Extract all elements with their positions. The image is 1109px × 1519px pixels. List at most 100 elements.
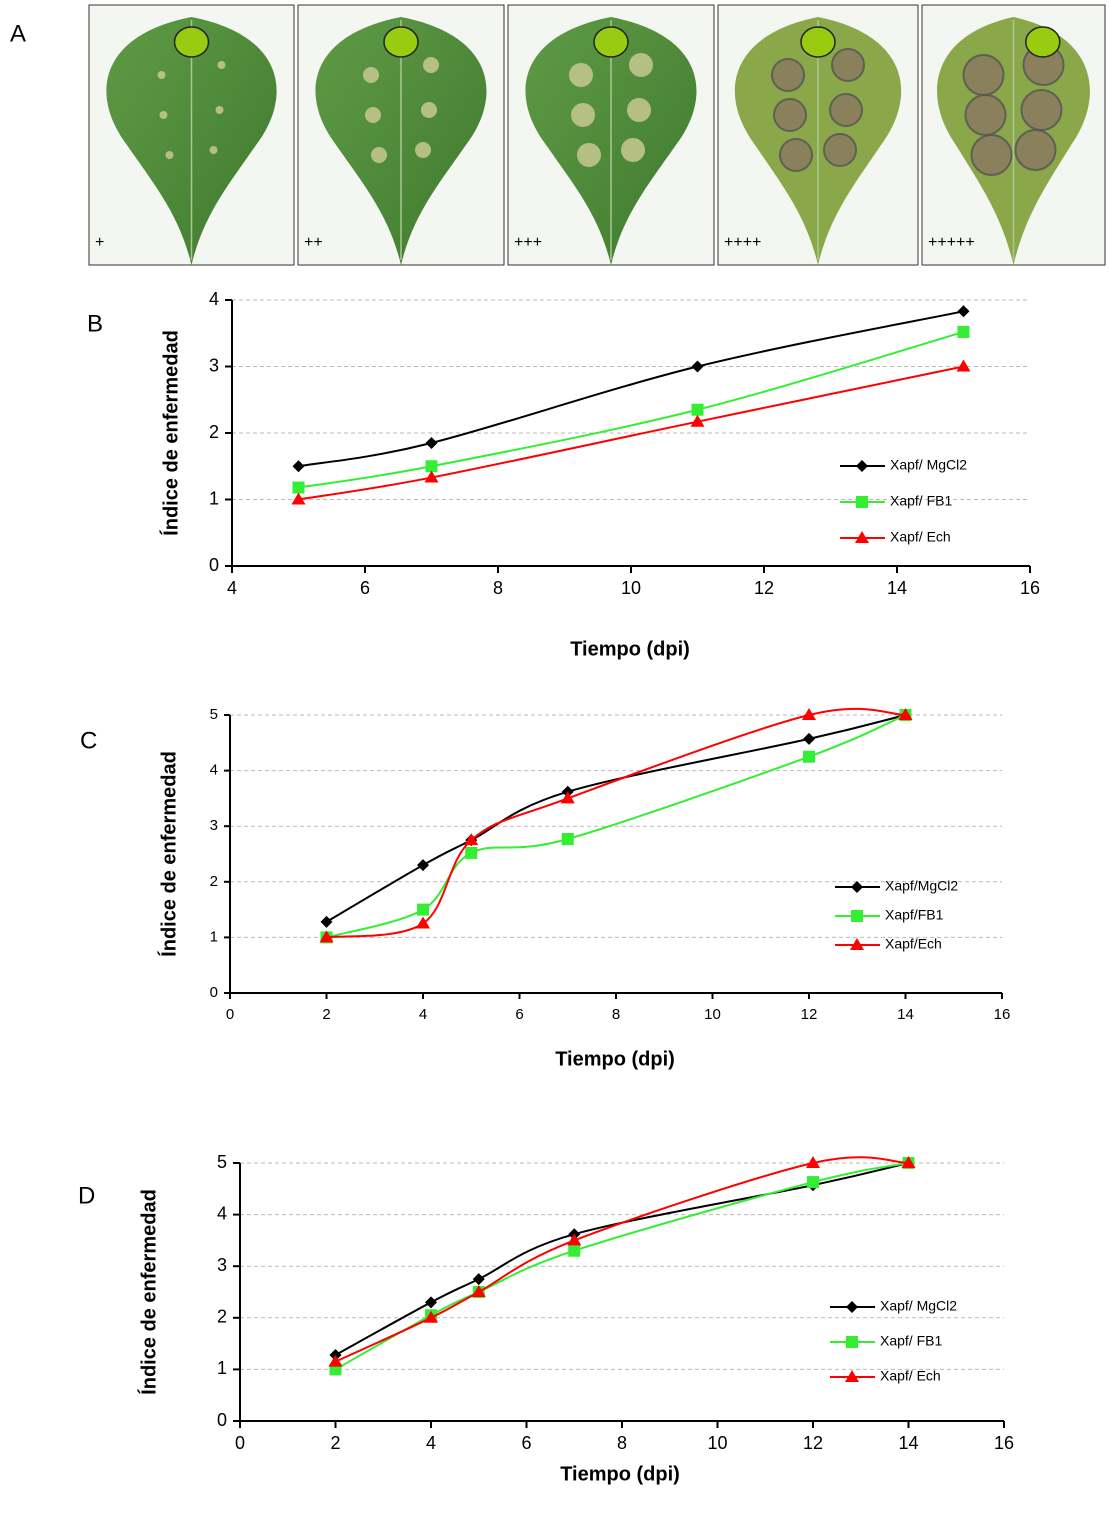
lesion bbox=[629, 53, 653, 77]
x-tick-label: 12 bbox=[801, 1006, 818, 1023]
legend-label: Xapf/ MgCl2 bbox=[890, 457, 967, 473]
panel-label: B bbox=[87, 310, 103, 337]
y-tick-label: 3 bbox=[217, 1255, 227, 1275]
lesion bbox=[365, 107, 381, 123]
y-tick-label: 1 bbox=[210, 928, 218, 945]
lesion bbox=[1014, 129, 1057, 171]
lesion bbox=[421, 102, 437, 118]
lesion bbox=[415, 142, 431, 158]
point bbox=[560, 791, 575, 804]
point bbox=[328, 1354, 343, 1367]
x-tick-label: 10 bbox=[704, 1006, 721, 1023]
x-tick-label: 6 bbox=[521, 1433, 531, 1453]
point bbox=[803, 732, 815, 745]
x-tick-label: 16 bbox=[994, 1433, 1014, 1453]
point bbox=[425, 460, 438, 473]
point bbox=[471, 1285, 486, 1297]
series-line bbox=[298, 330, 964, 489]
lesion bbox=[831, 48, 865, 82]
lesion bbox=[217, 61, 226, 69]
point bbox=[425, 436, 438, 449]
inoculation-dot bbox=[1025, 26, 1061, 58]
inoculation-dot bbox=[383, 26, 419, 58]
point bbox=[901, 1156, 916, 1168]
legend-marker bbox=[850, 938, 864, 950]
leaf-photo: +++++ bbox=[921, 4, 1106, 266]
legend-label: Xapf/ FB1 bbox=[880, 1333, 942, 1349]
x-tick-label: 8 bbox=[612, 1006, 620, 1023]
legend-label: Xapf/MgCl2 bbox=[885, 878, 958, 894]
lesion bbox=[209, 146, 218, 154]
legend-marker bbox=[856, 496, 868, 508]
lesion bbox=[621, 138, 645, 162]
lesion bbox=[627, 98, 651, 122]
point bbox=[802, 708, 816, 720]
y-axis-title: Índice de enfermedad bbox=[137, 1189, 160, 1395]
y-tick-label: 3 bbox=[209, 355, 219, 375]
series-line bbox=[298, 310, 964, 468]
severity-label: ++++ bbox=[724, 234, 761, 251]
x-tick-label: 6 bbox=[360, 578, 370, 598]
point bbox=[320, 915, 333, 928]
lesion bbox=[771, 58, 805, 92]
lesion bbox=[165, 151, 174, 159]
legend-marker bbox=[845, 1370, 859, 1382]
y-tick-label: 0 bbox=[209, 555, 219, 575]
x-tick-label: 2 bbox=[322, 1006, 330, 1023]
y-tick-label: 4 bbox=[217, 1203, 227, 1223]
x-tick-label: 10 bbox=[621, 578, 641, 598]
point bbox=[567, 1233, 582, 1246]
series-line bbox=[335, 1156, 909, 1363]
x-tick-label: 8 bbox=[493, 578, 503, 598]
leaf-photo: + bbox=[88, 4, 295, 266]
y-tick-label: 4 bbox=[209, 289, 219, 309]
x-tick-label: 4 bbox=[419, 1006, 427, 1023]
series-line bbox=[335, 1162, 909, 1356]
point bbox=[898, 708, 913, 720]
y-tick-label: 2 bbox=[210, 873, 218, 890]
legend-marker bbox=[846, 1301, 858, 1313]
lesion bbox=[1020, 89, 1063, 131]
lesion bbox=[159, 111, 168, 119]
x-tick-label: 0 bbox=[235, 1433, 245, 1453]
x-tick-label: 14 bbox=[898, 1433, 918, 1453]
x-tick-label: 0 bbox=[226, 1006, 234, 1023]
legend-marker bbox=[855, 531, 869, 543]
point bbox=[424, 1310, 438, 1323]
x-tick-label: 12 bbox=[803, 1433, 823, 1453]
point bbox=[472, 1273, 485, 1286]
point bbox=[561, 832, 574, 845]
point bbox=[957, 305, 970, 318]
x-tick-label: 12 bbox=[754, 578, 774, 598]
x-axis-title: Tiempo (dpi) bbox=[570, 638, 690, 660]
point bbox=[464, 833, 479, 846]
legend-label: Xapf/ FB1 bbox=[890, 493, 952, 509]
severity-label: + bbox=[95, 234, 104, 251]
point bbox=[691, 360, 704, 373]
x-tick-label: 4 bbox=[227, 578, 237, 598]
y-tick-label: 3 bbox=[210, 817, 218, 834]
panel-label: C bbox=[80, 727, 97, 754]
inoculation-dot bbox=[800, 26, 836, 58]
leaf-photo: ++++ bbox=[717, 4, 919, 266]
lesion bbox=[423, 57, 439, 73]
point bbox=[690, 414, 705, 427]
legend-marker bbox=[856, 460, 868, 472]
point bbox=[568, 1244, 581, 1257]
leaf-photo: ++ bbox=[297, 4, 505, 266]
y-tick-label: 1 bbox=[209, 488, 219, 508]
legend-label: Xapf/ Ech bbox=[890, 529, 951, 545]
panel-label: D bbox=[78, 1182, 95, 1209]
lesion bbox=[571, 103, 595, 127]
point bbox=[803, 750, 815, 763]
lesion bbox=[371, 147, 387, 163]
point bbox=[292, 460, 305, 473]
x-tick-label: 10 bbox=[707, 1433, 727, 1453]
point bbox=[424, 470, 439, 483]
series-line bbox=[325, 714, 906, 923]
x-tick-label: 4 bbox=[426, 1433, 436, 1453]
x-tick-label: 16 bbox=[994, 1006, 1011, 1023]
lesion bbox=[779, 138, 813, 172]
